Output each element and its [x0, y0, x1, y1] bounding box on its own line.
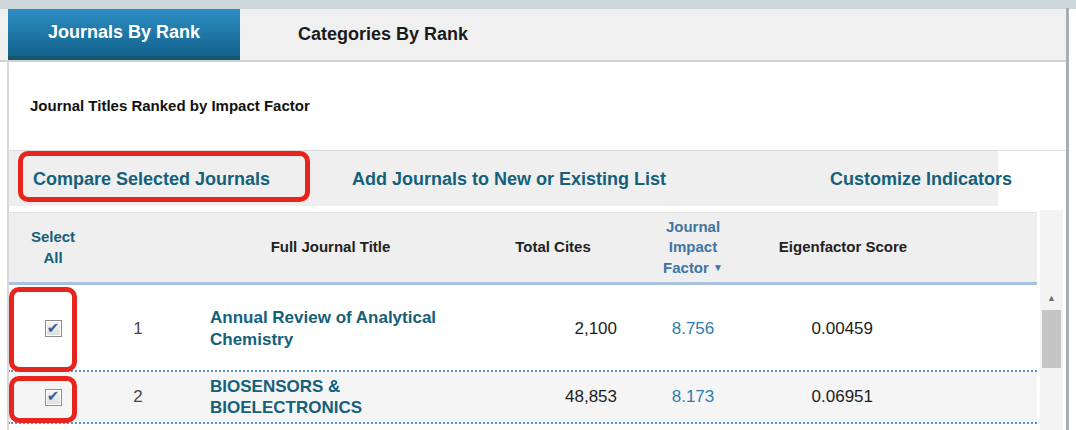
- table-row: ✔ 2 BIOSENSORS & BIOELECTRONICS 48,853 8…: [8, 372, 1037, 424]
- add-journals-to-list-link[interactable]: Add Journals to New or Existing List: [352, 168, 666, 189]
- impact-factor-cell: 8.756: [623, 319, 763, 339]
- tab-journals-by-rank-label: Journals By Rank: [48, 22, 200, 43]
- tab-categories-by-rank-label: Categories By Rank: [298, 24, 468, 45]
- vertical-scrollbar[interactable]: ▲: [1040, 210, 1063, 430]
- table-header-row: Select All Full Journal Title Total Cite…: [8, 212, 1037, 285]
- right-panel-border: [1066, 8, 1069, 430]
- impact-factor-cell: 8.173: [623, 387, 763, 407]
- compare-selected-journals-link[interactable]: Compare Selected Journals: [33, 168, 270, 189]
- sort-desc-icon: ▼: [713, 262, 723, 273]
- page-title: Journal Titles Ranked by Impact Factor: [30, 97, 310, 114]
- row-checkbox[interactable]: ✔: [45, 320, 62, 337]
- eigenfactor-score-header: Eigenfactor Score: [763, 237, 923, 257]
- table-row: ✔ 1 Annual Review of Analytical Chemistr…: [8, 287, 1037, 372]
- left-panel-border: [7, 62, 9, 430]
- checkmark-icon: ✔: [47, 320, 60, 335]
- title-cell: BIOSENSORS & BIOELECTRONICS: [178, 376, 483, 419]
- journal-impact-factor-sort-header[interactable]: Journal Impact Factor ▼: [623, 217, 763, 278]
- impact-factor-link[interactable]: 8.173: [672, 387, 715, 406]
- scrollbar-thumb[interactable]: [1042, 310, 1061, 368]
- select-cell: ✔: [8, 320, 98, 337]
- eigenfactor-cell: 0.00459: [763, 319, 923, 339]
- journal-rank-page: Journals By Rank Categories By Rank Jour…: [0, 0, 1076, 430]
- impact-factor-link[interactable]: 8.756: [672, 319, 715, 338]
- journal-title-link[interactable]: Annual Review of Analytical Chemistry: [210, 307, 478, 350]
- table-body: ✔ 1 Annual Review of Analytical Chemistr…: [8, 287, 1037, 424]
- tab-categories-by-rank[interactable]: Categories By Rank: [240, 9, 526, 60]
- top-strip: [0, 0, 1076, 9]
- total-cites-header: Total Cites: [483, 237, 623, 257]
- tab-bar: Journals By Rank Categories By Rank: [0, 9, 1066, 62]
- row-checkbox[interactable]: ✔: [45, 389, 62, 406]
- rank-cell: 2: [98, 387, 178, 407]
- journal-impact-factor-label: Journal Impact Factor ▼: [655, 217, 731, 278]
- journal-title-link[interactable]: BIOSENSORS & BIOELECTRONICS: [210, 376, 478, 419]
- rank-cell: 1: [98, 319, 178, 339]
- title-cell: Annual Review of Analytical Chemistry: [178, 307, 483, 350]
- action-bar: Compare Selected Journals Add Journals t…: [8, 150, 1066, 206]
- select-all-header[interactable]: Select All: [8, 227, 98, 268]
- total-cites-cell: 48,853: [483, 387, 623, 407]
- select-cell: ✔: [8, 389, 98, 406]
- total-cites-cell: 2,100: [483, 319, 623, 339]
- full-journal-title-header: Full Journal Title: [178, 237, 483, 257]
- tab-journals-by-rank[interactable]: Journals By Rank: [8, 9, 240, 60]
- scroll-up-arrow-icon: ▲: [1047, 293, 1056, 303]
- customize-indicators-link[interactable]: Customize Indicators: [830, 168, 1012, 189]
- eigenfactor-cell: 0.06951: [763, 387, 923, 407]
- scroll-up-button[interactable]: ▲: [1040, 288, 1063, 308]
- checkmark-icon: ✔: [47, 388, 60, 403]
